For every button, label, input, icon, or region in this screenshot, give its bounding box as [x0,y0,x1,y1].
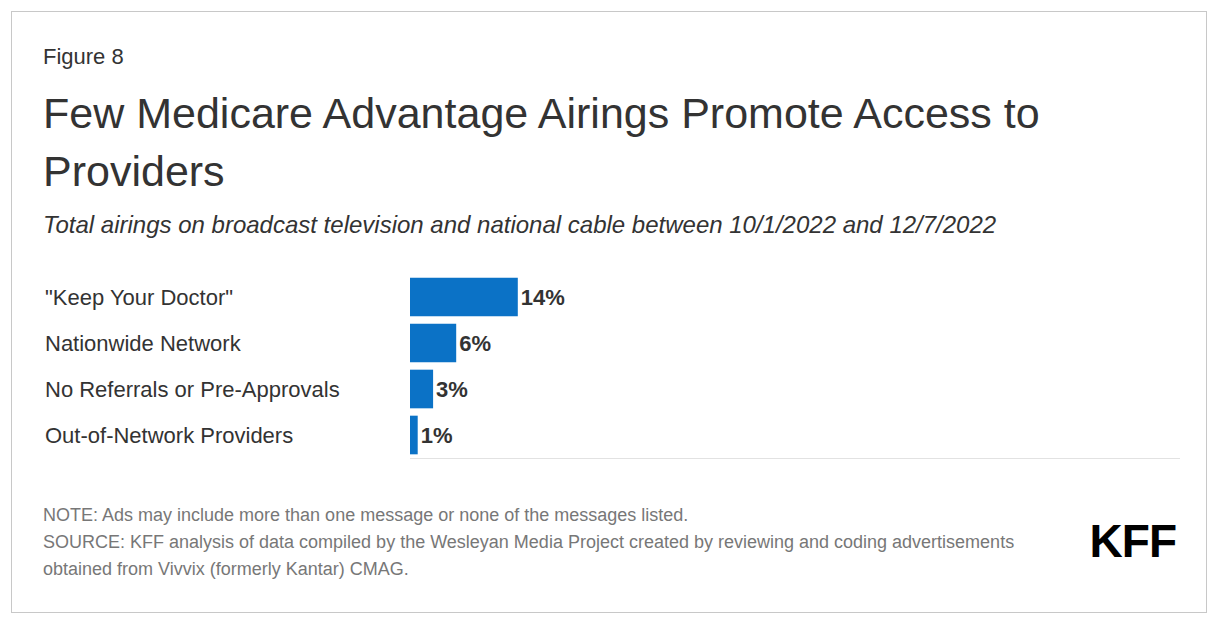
svg-text:6%: 6% [459,331,491,356]
html-text:KFF: KFF [1089,515,1176,567]
svg-text:14%: 14% [521,285,565,310]
svg-text:No Referrals or Pre-Approvals: No Referrals or Pre-Approvals [45,377,340,402]
html-text:SOURCE: KFF analysis of data c: SOURCE: KFF analysis of data compiled by… [43,532,1015,579]
svg-text:Out-of-Network Providers: Out-of-Network Providers [45,423,293,448]
html-text:NOTE: Ads may include more tha: NOTE: Ads may include more than one mess… [43,505,689,525]
html-text:Total airings on broadcast tel: Total airings on broadcast television an… [43,211,997,238]
svg-text:3%: 3% [436,377,468,402]
svg-text:"Keep Your Doctor": "Keep Your Doctor" [45,285,233,310]
svg-text:Nationwide Network: Nationwide Network [45,331,242,356]
html-text:Few Medicare Advantage Airings: Few Medicare Advantage Airings Promote A… [43,89,1040,195]
svg-text:1%: 1% [421,423,453,448]
html-text:Figure 8: Figure 8 [43,44,124,69]
